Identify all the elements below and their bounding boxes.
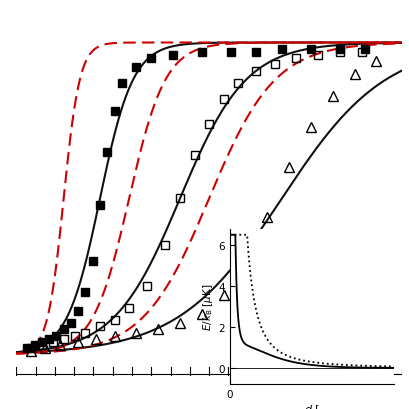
Y-axis label: $E/k_{\rm B}$ [$\mu$K]: $E/k_{\rm B}$ [$\mu$K] — [201, 283, 215, 330]
X-axis label: $d$ [: $d$ [ — [303, 402, 319, 409]
